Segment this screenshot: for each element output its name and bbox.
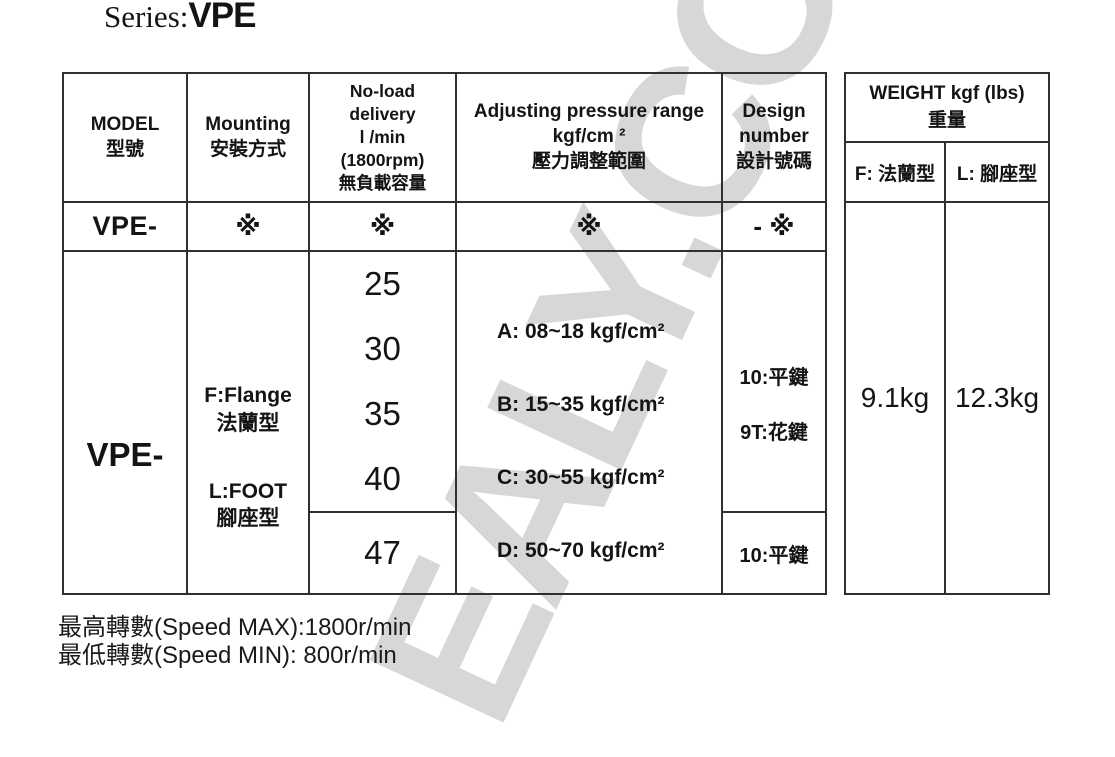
mounting-cell: F:Flange 法蘭型 L:FOOT 腳座型 [188, 252, 310, 593]
delivery-value: 25 [364, 265, 401, 303]
pressure-option: D: 50~70 kgf/cm² [497, 538, 665, 562]
code-row-pressure-mark: ※ [457, 203, 723, 252]
delivery-values-cell: 25 30 35 40 [310, 252, 457, 513]
series-value: VPE [188, 0, 256, 35]
body-model: VPE- [64, 252, 188, 593]
design-options-cell: 10:平鍵 9T:花鍵 [723, 252, 825, 513]
col-header-mounting: Mounting 安裝方式 [188, 74, 310, 203]
pressure-option: C: 30~55 kgf/cm² [497, 465, 665, 489]
col-header-model: MODEL 型號 [64, 74, 188, 203]
weight-value-flange: 9.1kg [846, 203, 946, 593]
pressure-option: A: 08~18 kgf/cm² [497, 319, 665, 343]
col-header-design: Design number 設計號碼 [723, 74, 825, 203]
weight-value-foot: 12.3kg [954, 382, 1040, 413]
code-row-delivery-mark: ※ [310, 203, 457, 252]
design-option: 9T:花鍵 [740, 422, 808, 444]
code-row-model: VPE- [64, 203, 188, 252]
weight-table: WEIGHT kgf (lbs) 重量 F: 法蘭型 L: 腳座型 9.1kg … [844, 72, 1050, 595]
pressure-option: B: 15~35 kgf/cm² [497, 392, 665, 416]
mounting-flange-zh: 法蘭型 [216, 411, 280, 435]
delivery-extra-cell: 47 [310, 513, 457, 593]
page-title: Series: VPE [104, 0, 256, 36]
footer-notes: 最高轉數(Speed MAX):1800r/min 最低轉數(Speed MIN… [58, 614, 411, 671]
delivery-value: 35 [364, 394, 401, 432]
col-header-pressure: Adjusting pressure range kgf/cm ² 壓力調整範圍 [457, 74, 723, 203]
mounting-foot-zh: 腳座型 [216, 507, 280, 531]
delivery-value: 40 [364, 459, 401, 497]
footer-speed-max: 最高轉數(Speed MAX):1800r/min [58, 614, 412, 641]
mounting-foot-en: L:FOOT [208, 479, 288, 503]
weight-col-foot: L: 腳座型 [946, 143, 1048, 203]
code-row-mounting-mark: ※ [188, 203, 310, 252]
mounting-flange-en: F:Flange [204, 384, 292, 408]
weight-header: WEIGHT kgf (lbs) 重量 [846, 74, 1048, 143]
delivery-value: 30 [364, 330, 401, 368]
design-option: 10:平鍵 [739, 367, 809, 389]
pressure-options-cell: A: 08~18 kgf/cm² B: 15~35 kgf/cm² C: 30~… [457, 252, 723, 593]
footer-speed-min: 最低轉數(Speed MIN): 800r/min [58, 642, 397, 670]
code-row-design-mark: - ※ [723, 203, 825, 252]
design-extra-cell: 10:平鍵 [739, 544, 809, 567]
spec-table: MODEL 型號 Mounting 安裝方式 No-load delivery … [62, 72, 827, 595]
weight-col-flange: F: 法蘭型 [846, 143, 946, 203]
series-label: Series: [104, 0, 189, 34]
col-header-delivery: No-load delivery l /min (1800rpm) 無負載容量 [310, 74, 457, 203]
